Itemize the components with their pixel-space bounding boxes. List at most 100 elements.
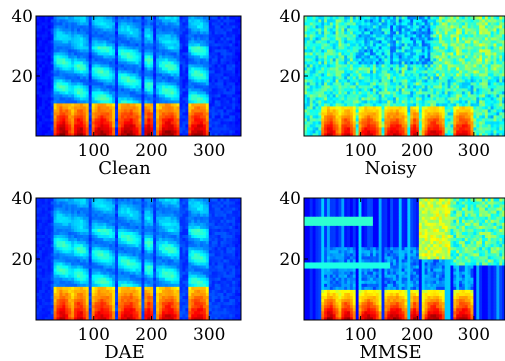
heatmap-cell (170, 40, 175, 44)
heatmap-cell (223, 19, 227, 23)
heatmap-cell (56, 31, 60, 35)
heatmap-cell (103, 94, 107, 98)
heatmap-cell (326, 109, 331, 113)
heatmap-cell (62, 70, 66, 74)
heatmap-cell (464, 49, 469, 53)
heatmap-cell (191, 118, 195, 122)
heatmap-cell (318, 70, 322, 74)
heatmap-cell (147, 43, 151, 47)
heatmap-cell (220, 58, 224, 62)
heatmap-cell (211, 58, 216, 62)
heatmap-cell (38, 115, 43, 119)
heatmap-cell (329, 43, 334, 47)
heatmap-cell (97, 40, 101, 44)
heatmap-cell (393, 112, 397, 116)
heatmap-cell (315, 43, 319, 47)
heatmap-cell (120, 124, 125, 128)
heatmap-cell (50, 100, 54, 104)
heatmap-cell (493, 43, 497, 47)
heatmap-cell (226, 97, 230, 101)
heatmap-cell (59, 88, 63, 92)
heatmap-cell (482, 118, 486, 122)
heatmap-cell (123, 94, 128, 98)
heatmap-cell (56, 25, 60, 29)
heatmap-cell (375, 73, 380, 77)
heatmap-cell (200, 40, 204, 44)
heatmap-cell (91, 22, 95, 26)
heatmap-cell (88, 118, 93, 122)
heatmap-cell (332, 115, 336, 119)
heatmap-cell (304, 130, 308, 134)
heatmap-cell (197, 37, 201, 41)
heatmap-cell (88, 16, 93, 20)
heatmap-cell (159, 100, 163, 104)
heatmap-cell (424, 76, 428, 80)
heatmap-cell (424, 58, 428, 62)
heatmap-cell (156, 109, 160, 113)
heatmap-cell (461, 127, 466, 131)
heatmap-cell (161, 28, 166, 32)
heatmap-cell (341, 103, 345, 107)
heatmap-cell (170, 97, 175, 101)
heatmap-cell (135, 85, 139, 89)
heatmap-cell (214, 85, 218, 89)
heatmap-cell (430, 94, 434, 98)
heatmap-cell (85, 64, 90, 68)
heatmap-cell (159, 46, 163, 50)
heatmap-cell (79, 46, 84, 50)
heatmap-cell (164, 91, 169, 95)
heatmap-cell (324, 55, 328, 59)
heatmap-cell (484, 43, 489, 47)
heatmap-cell (161, 124, 166, 128)
heatmap-cell (447, 43, 451, 47)
heatmap-cell (77, 55, 81, 59)
heatmap-cell (138, 22, 142, 26)
heatmap-cell (170, 76, 175, 80)
heatmap-cell (91, 103, 95, 107)
heatmap-cell (384, 79, 388, 83)
heatmap-cell (482, 73, 486, 77)
heatmap-cell (315, 88, 319, 92)
heatmap-cell (358, 112, 362, 116)
heatmap-cell (115, 31, 119, 35)
heatmap-cell (413, 103, 417, 107)
heatmap-cell (456, 46, 460, 50)
heatmap-cell (407, 100, 411, 104)
heatmap-cell (71, 94, 75, 98)
heatmap-cell (56, 37, 60, 41)
heatmap-cell (436, 91, 440, 95)
heatmap-cell (156, 133, 160, 137)
heatmap-cell (315, 91, 319, 95)
heatmap-cell (306, 55, 311, 59)
heatmap-cell (347, 79, 351, 83)
heatmap-cell (229, 97, 233, 101)
heatmap-cell (341, 106, 345, 110)
heatmap-cell (112, 133, 116, 137)
heatmap-cell (461, 121, 466, 125)
heatmap-cell (447, 133, 451, 137)
heatmap-cell (407, 67, 411, 71)
heatmap-cell (436, 103, 440, 107)
heatmap-cell (335, 58, 339, 62)
heatmap-cell (47, 40, 52, 44)
heatmap-cell (398, 133, 403, 137)
heatmap-cell (338, 79, 342, 83)
heatmap-cell (326, 61, 331, 65)
heatmap-cell (47, 130, 52, 134)
heatmap-cell (447, 112, 451, 116)
heatmap-cell (372, 85, 377, 89)
heatmap-cell (361, 121, 365, 125)
heatmap-cell (453, 130, 457, 134)
heatmap-cell (176, 127, 180, 131)
heatmap-cell (490, 121, 494, 125)
heatmap-cell (106, 34, 110, 38)
heatmap-cell (38, 124, 43, 128)
heatmap-cell (378, 43, 382, 47)
heatmap-cell (141, 37, 145, 41)
heatmap-cell (153, 55, 157, 59)
heatmap-cell (50, 37, 54, 41)
heatmap-cell (358, 115, 362, 119)
heatmap-cell (129, 115, 134, 119)
heatmap-cell (484, 121, 489, 125)
heatmap-cell (91, 109, 95, 113)
